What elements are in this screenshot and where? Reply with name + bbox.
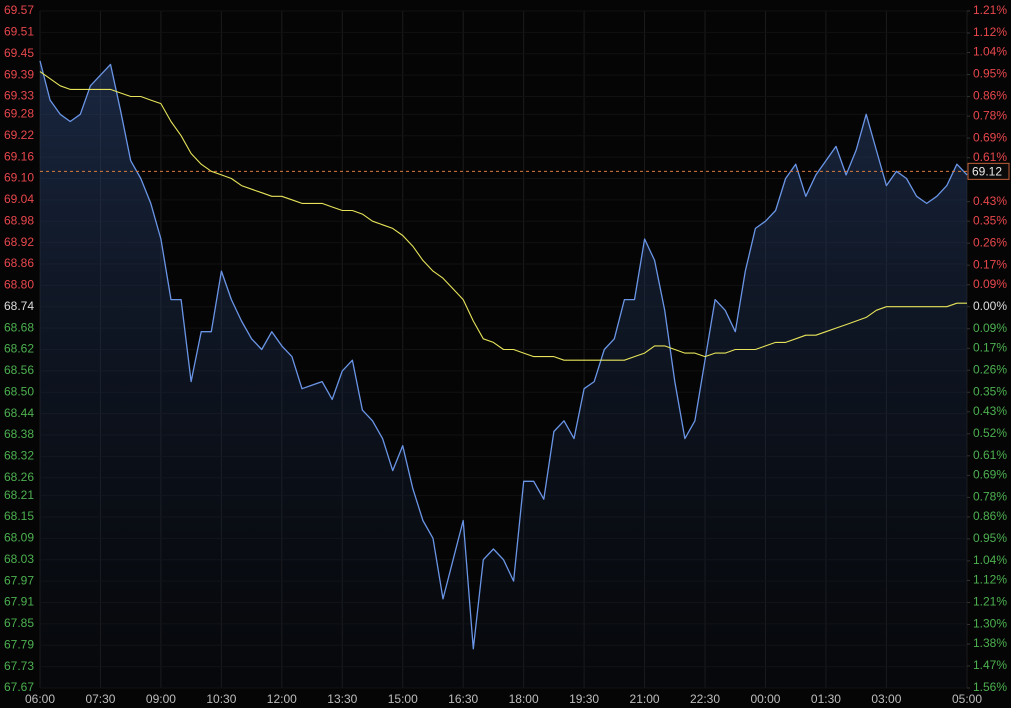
y2-tick-label: 0.43%	[973, 404, 1007, 418]
y2-tick-label: 0.35%	[973, 384, 1007, 398]
y2-tick-label: 0.00%	[973, 299, 1007, 313]
price-area	[40, 60, 967, 688]
y-tick-label: 69.22	[4, 128, 34, 142]
y-tick-label: 69.39	[4, 67, 34, 81]
x-tick-label: 19:30	[569, 692, 599, 706]
y2-tick-label: 1.04%	[973, 45, 1007, 59]
y-tick-label: 68.68	[4, 320, 34, 334]
x-tick-label: 07:30	[85, 692, 115, 706]
y-tick-label: 69.16	[4, 149, 34, 163]
y-tick-label: 67.79	[4, 637, 34, 651]
x-tick-label: 18:00	[509, 692, 539, 706]
y2-tick-label: 1.12%	[973, 25, 1007, 39]
y-tick-label: 68.44	[4, 406, 34, 420]
price-line	[39, 60, 968, 650]
x-tick-label: 05:00	[952, 692, 982, 706]
y2-tick-label: 0.95%	[973, 67, 1007, 81]
y-tick-label: 69.04	[4, 192, 34, 206]
y-tick-label: 67.85	[4, 616, 34, 630]
y2-tick-label: 0.61%	[973, 448, 1007, 462]
y-tick-label: 69.51	[4, 25, 34, 39]
y-tick-label: 68.09	[4, 531, 34, 545]
y-tick-label: 68.38	[4, 427, 34, 441]
y2-tick-label: 0.35%	[973, 213, 1007, 227]
y-tick-label: 68.92	[4, 235, 34, 249]
y2-tick-label: 0.86%	[973, 509, 1007, 523]
y-tick-label: 67.97	[4, 573, 34, 587]
y-tick-label: 68.50	[4, 384, 34, 398]
x-tick-label: 12:00	[267, 692, 297, 706]
y-tick-label: 68.56	[4, 363, 34, 377]
x-tick-label: 21:00	[630, 692, 660, 706]
y-tick-label: 68.32	[4, 449, 34, 463]
x-tick-label: 16:30	[448, 692, 478, 706]
y2-tick-label: 0.69%	[973, 468, 1007, 482]
y2-tick-label: 1.56%	[973, 680, 1007, 694]
y-tick-label: 68.15	[4, 509, 34, 523]
x-tick-label: 06:00	[25, 692, 55, 706]
y2-tick-label: 0.86%	[973, 89, 1007, 103]
average-line	[39, 71, 967, 361]
y-tick-label: 68.86	[4, 256, 34, 270]
y2-tick-label: 1.47%	[973, 658, 1007, 672]
y2-tick-label: 0.09%	[973, 277, 1007, 291]
y-tick-label: 69.28	[4, 107, 34, 121]
x-tick-label: 13:30	[327, 692, 357, 706]
y2-tick-label: 0.26%	[973, 235, 1007, 249]
y2-tick-label: 1.21%	[973, 3, 1007, 17]
y2-tick-label: 1.21%	[973, 595, 1007, 609]
x-tick-label: 01:30	[811, 692, 841, 706]
y2-tick-label: 1.30%	[973, 617, 1007, 631]
x-tick-label: 00:00	[750, 692, 780, 706]
y-tick-label: 68.74	[4, 299, 34, 313]
y2-tick-label: 0.26%	[973, 362, 1007, 376]
y-tick-label: 68.21	[4, 488, 34, 502]
y-tick-label: 67.91	[4, 595, 34, 609]
x-tick-label: 10:30	[206, 692, 236, 706]
y-tick-label: 69.10	[4, 171, 34, 185]
y-tick-label: 67.73	[4, 659, 34, 673]
x-tick-label: 22:30	[690, 692, 720, 706]
y-tick-label: 67.67	[4, 680, 34, 694]
y-tick-label: 68.62	[4, 342, 34, 356]
y2-tick-label: 0.78%	[973, 490, 1007, 504]
last-price-label: 69.12	[972, 165, 1002, 179]
y2-tick-label: 1.12%	[973, 573, 1007, 587]
y2-tick-label: 0.09%	[973, 321, 1007, 335]
y-tick-label: 68.80	[4, 278, 34, 292]
y-tick-label: 69.33	[4, 89, 34, 103]
y2-tick-label: 0.69%	[973, 130, 1007, 144]
y-tick-label: 69.57	[4, 3, 34, 17]
x-tick-label: 03:00	[871, 692, 901, 706]
y2-tick-label: 0.52%	[973, 426, 1007, 440]
x-tick-label: 09:00	[146, 692, 176, 706]
y2-tick-label: 1.04%	[973, 553, 1007, 567]
y2-tick-label: 0.17%	[973, 340, 1007, 354]
x-tick-label: 15:00	[388, 692, 418, 706]
y-tick-label: 69.45	[4, 46, 34, 60]
y2-tick-label: 0.43%	[973, 194, 1007, 208]
y-tick-label: 68.03	[4, 552, 34, 566]
y-tick-label: 68.26	[4, 470, 34, 484]
y2-tick-label: 0.78%	[973, 108, 1007, 122]
y-tick-label: 68.98	[4, 213, 34, 227]
y2-tick-label: 0.95%	[973, 531, 1007, 545]
y2-tick-label: 1.38%	[973, 636, 1007, 650]
last-price-box	[967, 162, 1010, 180]
y2-tick-label: 0.17%	[973, 257, 1007, 271]
y2-tick-label: 0.61%	[973, 150, 1007, 164]
